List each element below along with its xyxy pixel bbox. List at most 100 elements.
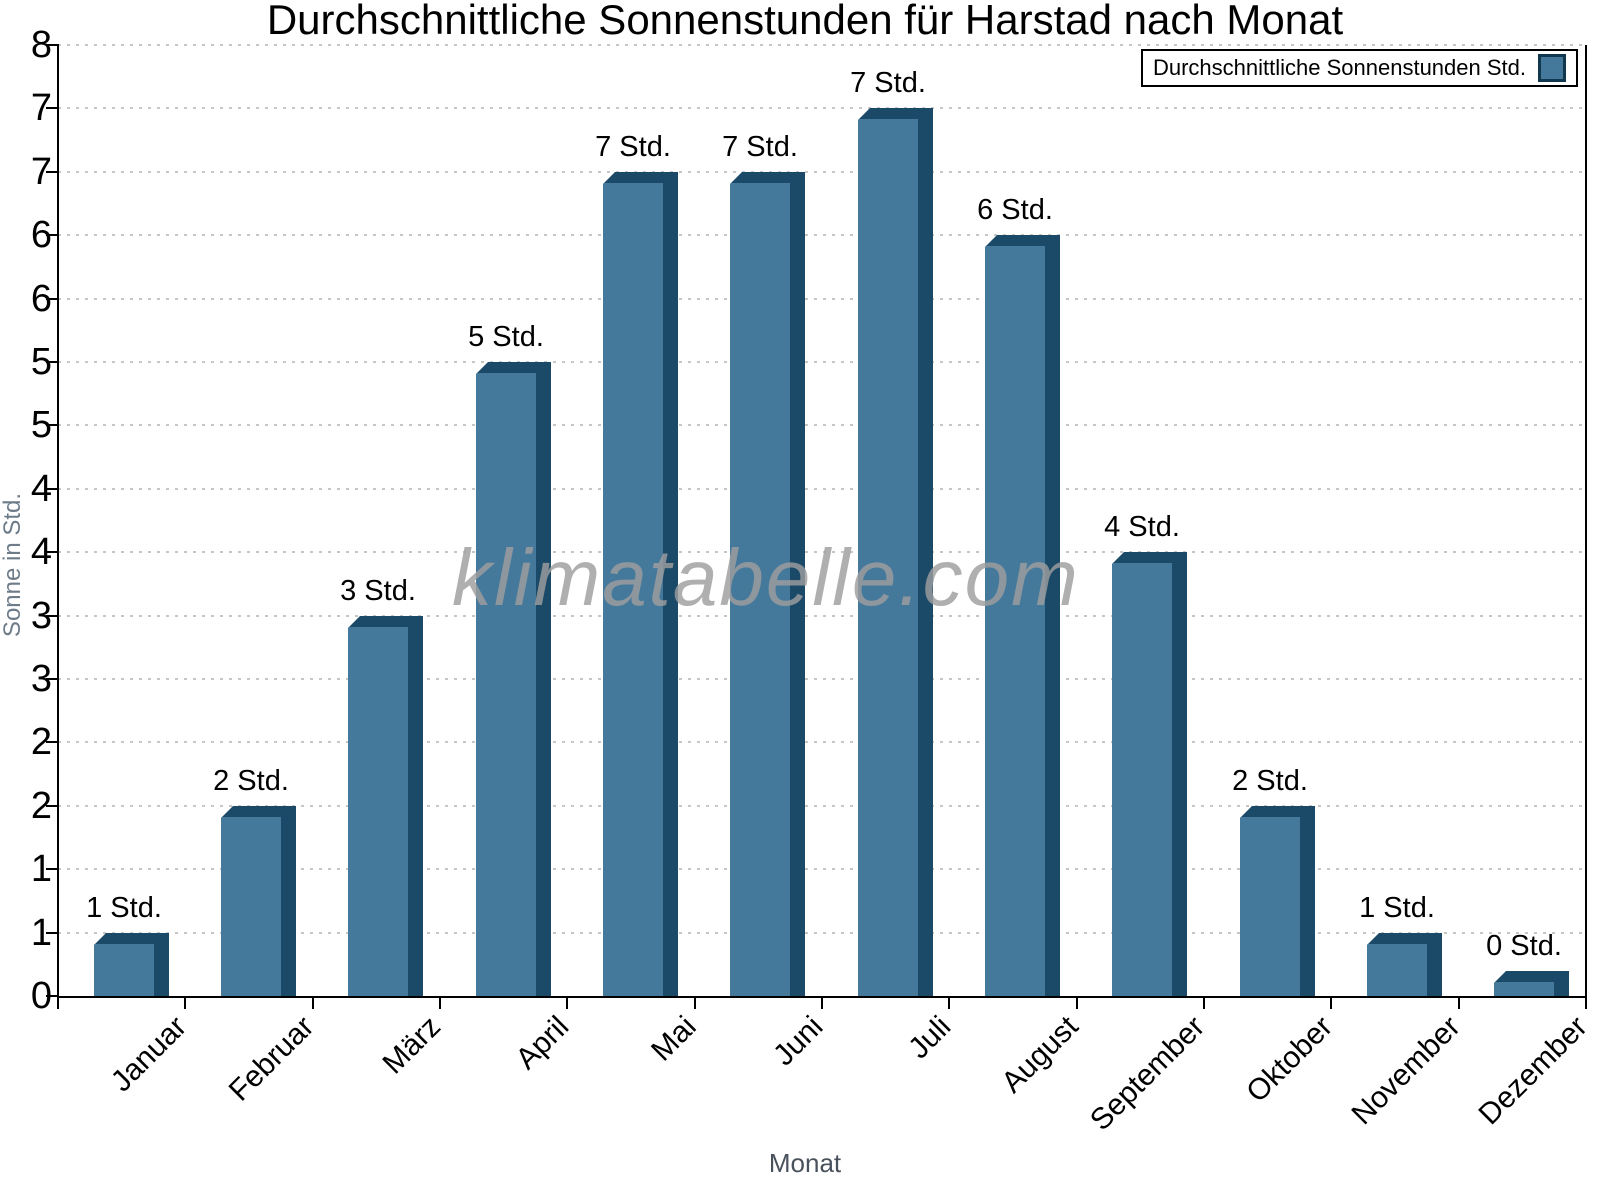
x-category-label: Juli bbox=[902, 1010, 958, 1066]
bar-value-label: 6 Std. bbox=[977, 194, 1053, 226]
y-tick-label: 4 bbox=[30, 467, 52, 510]
gridline bbox=[58, 804, 1586, 807]
gridline bbox=[58, 297, 1586, 300]
gridline bbox=[58, 170, 1586, 173]
gridline bbox=[58, 107, 1586, 110]
x-tick-mark bbox=[311, 996, 314, 1009]
legend-series-label: Durchschnittliche Sonnenstunden Std. bbox=[1152, 55, 1526, 80]
y-tick-label: 2 bbox=[30, 721, 52, 764]
bar-value-label: 0 Std. bbox=[1486, 930, 1562, 962]
x-category-label: März bbox=[376, 1010, 448, 1081]
bar-september bbox=[1112, 552, 1187, 996]
bar-value-label: 5 Std. bbox=[468, 321, 544, 353]
x-axis-label: Monat bbox=[768, 1148, 842, 1178]
y-tick-mark bbox=[46, 234, 59, 237]
y-tick-label: 1 bbox=[30, 848, 52, 891]
gridline bbox=[58, 931, 1586, 934]
bar-value-label: 2 Std. bbox=[1232, 765, 1308, 797]
bar-3d-shadow bbox=[221, 806, 296, 996]
x-category-label: Oktober bbox=[1240, 1010, 1340, 1109]
x-category-label: April bbox=[509, 1010, 576, 1076]
gridline bbox=[58, 614, 1586, 617]
x-tick-mark bbox=[1457, 996, 1460, 1009]
x-category-label: August bbox=[994, 1010, 1085, 1100]
gridline bbox=[58, 44, 1586, 46]
bar-face bbox=[1240, 817, 1300, 996]
bar-3d-shadow bbox=[476, 362, 551, 996]
bar-januar bbox=[94, 933, 169, 996]
y-tick-label: 0 bbox=[30, 975, 52, 1017]
y-tick-mark bbox=[46, 741, 59, 744]
bar-februar bbox=[221, 806, 296, 996]
x-category-label: September bbox=[1084, 1010, 1212, 1138]
x-category-label: Januar bbox=[105, 1010, 194, 1099]
y-tick-label: 7 bbox=[30, 150, 52, 193]
y-tick-mark bbox=[46, 170, 59, 173]
x-tick-mark bbox=[821, 996, 823, 1009]
x-axis-line bbox=[57, 996, 1587, 998]
gridline bbox=[58, 424, 1586, 427]
bar-3d-shadow bbox=[603, 172, 678, 996]
watermark: klimatabelle.com bbox=[452, 533, 1080, 622]
bar-3d-shadow bbox=[1112, 552, 1187, 996]
bar-3d-shadow bbox=[1494, 971, 1569, 996]
y-tick-label: 5 bbox=[30, 341, 52, 383]
x-tick-mark bbox=[184, 996, 187, 1009]
gridline bbox=[58, 868, 1586, 871]
bar-face bbox=[1494, 982, 1554, 996]
bar-3d-shadow bbox=[730, 172, 805, 996]
bar-juli bbox=[858, 108, 933, 996]
y-tick-mark bbox=[46, 804, 59, 807]
bar-face bbox=[221, 817, 281, 996]
bar-3d-shadow bbox=[858, 108, 933, 996]
bar-august bbox=[985, 235, 1060, 996]
y-tick-mark bbox=[46, 424, 59, 427]
bar-face bbox=[94, 944, 154, 996]
x-tick-mark bbox=[1075, 996, 1078, 1009]
y-tick-mark bbox=[46, 868, 59, 871]
gridline bbox=[58, 487, 1586, 490]
y-tick-label: 6 bbox=[30, 214, 52, 257]
bar-face bbox=[730, 183, 790, 996]
legend: Durchschnittliche Sonnenstunden Std. bbox=[1140, 49, 1578, 87]
x-tick-mark bbox=[693, 996, 696, 1009]
y-tick-mark bbox=[46, 551, 59, 554]
bar-value-label: 3 Std. bbox=[340, 575, 416, 607]
x-tick-mark bbox=[1203, 996, 1205, 1009]
bar-value-label: 4 Std. bbox=[1104, 511, 1180, 543]
bar-face bbox=[348, 627, 408, 996]
y-axis-line bbox=[57, 45, 59, 998]
bar-face bbox=[858, 119, 918, 996]
y-tick-label: 2 bbox=[30, 784, 52, 827]
gridline bbox=[58, 678, 1586, 680]
bar-face bbox=[603, 183, 663, 996]
x-category-label: Juni bbox=[767, 1010, 830, 1073]
y-tick-label: 7 bbox=[30, 87, 52, 130]
bar-3d-shadow bbox=[1367, 933, 1442, 996]
y-tick-label: 3 bbox=[30, 594, 52, 637]
bar-face bbox=[1367, 944, 1427, 996]
bar-juni bbox=[730, 172, 805, 996]
bar-face bbox=[1112, 563, 1172, 996]
y-tick-mark bbox=[46, 487, 59, 490]
bar-3d-shadow bbox=[94, 933, 169, 996]
x-tick-mark bbox=[439, 996, 441, 1009]
y-tick-mark bbox=[46, 361, 59, 363]
x-category-label: November bbox=[1345, 1010, 1467, 1132]
bar-3d-shadow bbox=[348, 616, 423, 996]
bar-value-label: 1 Std. bbox=[1359, 892, 1435, 924]
gridline bbox=[58, 234, 1586, 237]
bar-value-label: 7 Std. bbox=[595, 131, 671, 163]
y-tick-mark bbox=[46, 107, 59, 110]
bar-value-label: 2 Std. bbox=[213, 765, 289, 797]
bar-3d-shadow bbox=[985, 235, 1060, 996]
y-tick-label: 5 bbox=[30, 404, 52, 447]
bar-face bbox=[476, 373, 536, 996]
bar-face bbox=[985, 246, 1045, 996]
gridline bbox=[58, 551, 1586, 554]
bar-3d-shadow bbox=[1240, 806, 1315, 996]
y-tick-mark bbox=[46, 44, 59, 46]
bar-dezember bbox=[1494, 971, 1569, 996]
y-tick-label: 3 bbox=[30, 658, 52, 700]
